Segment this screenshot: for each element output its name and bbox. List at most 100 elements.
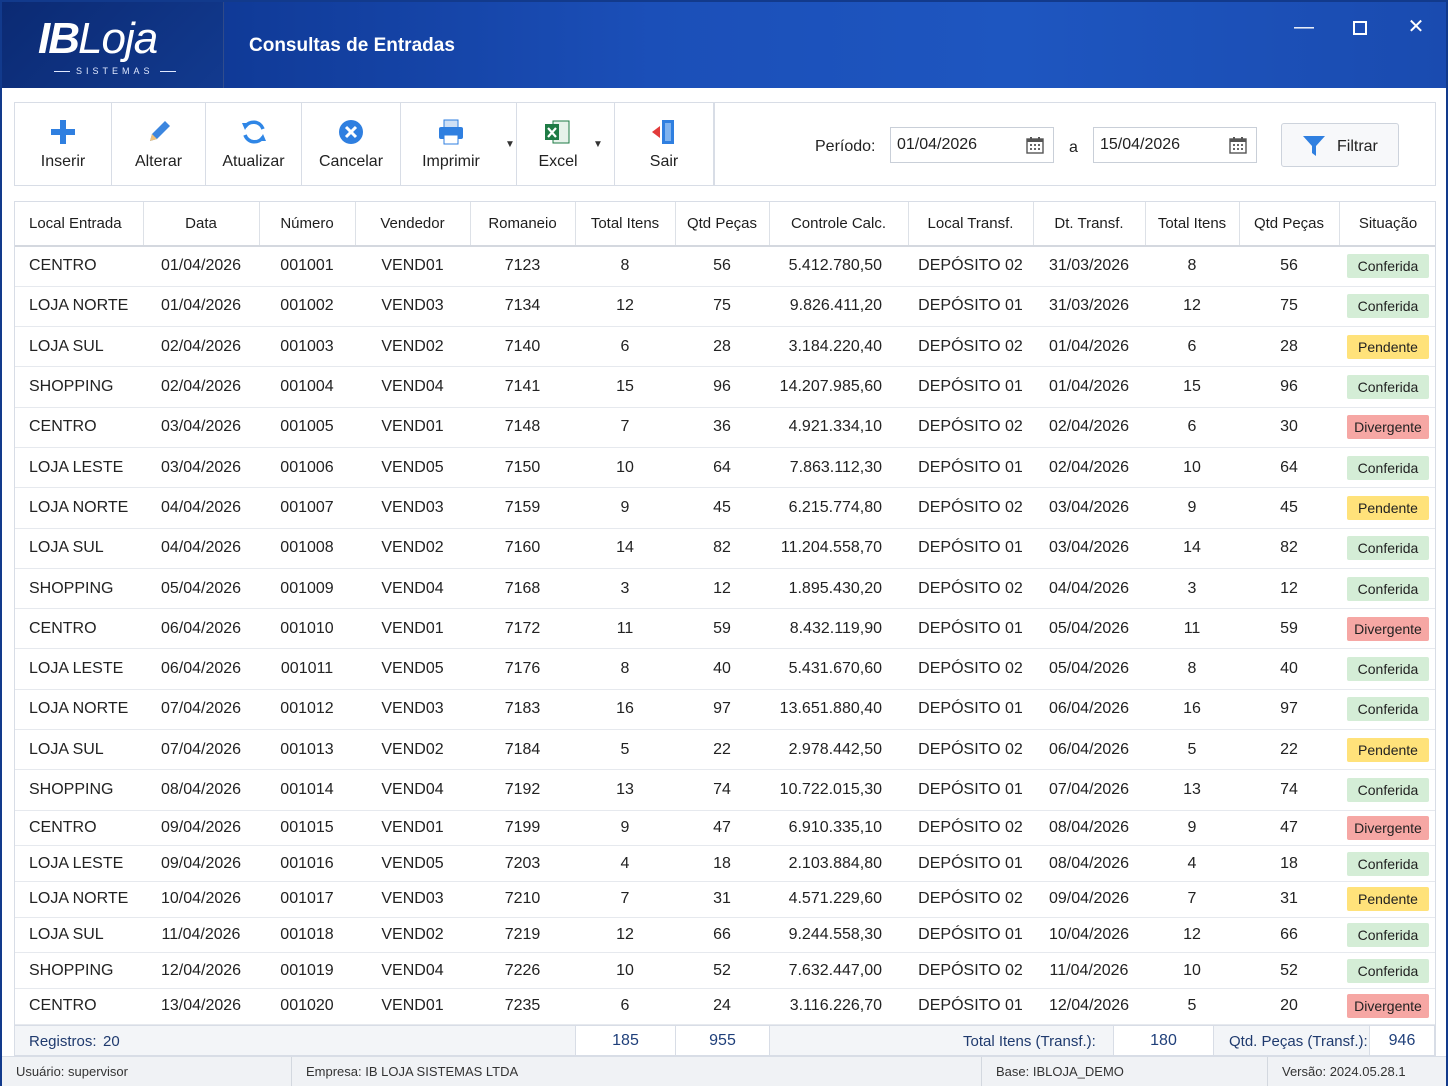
table-cell: 97 xyxy=(1239,689,1339,731)
table-row[interactable]: SHOPPING 02/04/2026 001004 VEND04 7141 15 96 14… xyxy=(15,366,1435,408)
table-cell: 001012 xyxy=(259,689,355,731)
close-window-button[interactable]: ✕ xyxy=(1394,12,1438,42)
atualizar-label: Atualizar xyxy=(222,153,285,170)
table-cell: 2.103.884,80 xyxy=(769,845,908,883)
transf-itens-sum: 180 xyxy=(1113,1026,1214,1055)
table-cell: DEPÓSITO 01 xyxy=(908,689,1033,731)
status-badge: Conferida xyxy=(1347,536,1429,561)
chevron-down-icon[interactable]: ▼ xyxy=(505,139,515,150)
calendar-icon[interactable] xyxy=(1228,135,1248,155)
table-cell: 1.895.430,20 xyxy=(769,568,908,610)
table-cell: VEND01 xyxy=(355,407,470,448)
table-row[interactable]: LOJA LESTE 06/04/2026 001011 VEND05 7176 8 40 5… xyxy=(15,648,1435,690)
table-cell: 12/04/2026 xyxy=(1033,988,1145,1025)
table-row[interactable]: SHOPPING 08/04/2026 001014 VEND04 7192 13 74 10… xyxy=(15,769,1435,811)
table-cell: 10 xyxy=(1145,952,1239,990)
excel-button[interactable]: ▼ Excel xyxy=(517,103,615,185)
column-header[interactable]: Romaneio xyxy=(470,202,576,247)
table-cell: CENTRO xyxy=(15,246,143,287)
table-row[interactable]: LOJA LESTE 09/04/2026 001016 VEND05 7203 4 18 2… xyxy=(15,845,1435,883)
column-header[interactable]: Número xyxy=(259,202,356,247)
inserir-button[interactable]: Inserir xyxy=(15,103,112,185)
filtrar-button[interactable]: Filtrar xyxy=(1281,123,1399,167)
table-cell: 7210 xyxy=(470,881,575,918)
table-cell: 75 xyxy=(1239,286,1339,328)
table-row[interactable]: CENTRO 01/04/2026 001001 VEND01 7123 8 56 5.412… xyxy=(15,246,1435,287)
column-header[interactable]: Local Transf. xyxy=(908,202,1034,247)
table-row[interactable]: CENTRO 09/04/2026 001015 VEND01 7199 9 47 6.910… xyxy=(15,810,1435,847)
table-row[interactable]: LOJA LESTE 03/04/2026 001006 VEND05 7150 10 64… xyxy=(15,447,1435,489)
table-row[interactable]: LOJA NORTE 01/04/2026 001002 VEND03 7134 12 75… xyxy=(15,286,1435,328)
table-cell: 12 xyxy=(1145,286,1239,328)
logo-subtitle: SISTEMAS xyxy=(48,66,182,76)
table-cell: 02/04/2026 xyxy=(1033,447,1145,489)
table-row[interactable]: LOJA NORTE 07/04/2026 001012 VEND03 7183 16 97… xyxy=(15,689,1435,731)
table-cell: 82 xyxy=(1239,528,1339,569)
table-cell: LOJA LESTE xyxy=(15,648,143,690)
imprimir-button[interactable]: ▼ Imprimir xyxy=(401,103,517,185)
column-header[interactable]: Data xyxy=(143,202,260,247)
table-row[interactable]: LOJA SUL 11/04/2026 001018 VEND02 7219 12 66 9.… xyxy=(15,917,1435,954)
atualizar-button[interactable]: Atualizar xyxy=(206,103,302,185)
table-cell: 05/04/2026 xyxy=(1033,608,1145,650)
column-header[interactable]: Dt. Transf. xyxy=(1033,202,1146,247)
column-header[interactable]: Controle Calc. xyxy=(769,202,909,247)
table-cell: 52 xyxy=(675,952,769,990)
table-cell: 12 xyxy=(1145,917,1239,954)
table-cell: 8 xyxy=(575,246,675,287)
sair-button[interactable]: Sair xyxy=(615,103,714,185)
status-badge: Conferida xyxy=(1347,455,1429,480)
table-cell: 15 xyxy=(1145,366,1239,408)
table-cell: 03/04/2026 xyxy=(143,407,259,448)
table-cell: 12 xyxy=(575,286,675,328)
table-row[interactable]: LOJA SUL 02/04/2026 001003 VEND02 7140 6 28 3.1… xyxy=(15,326,1435,368)
table-cell: 15 xyxy=(575,366,675,408)
alterar-button[interactable]: Alterar xyxy=(112,103,206,185)
table-row[interactable]: SHOPPING 05/04/2026 001009 VEND04 7168 3 12 1.8… xyxy=(15,568,1435,610)
date-to-field[interactable]: 15/04/2026 xyxy=(1093,127,1257,163)
table-cell: 96 xyxy=(1239,366,1339,408)
chevron-down-icon[interactable]: ▼ xyxy=(593,139,603,150)
table-header-row: Local Entrada Data Número Vendedor Romaneio T… xyxy=(15,202,1435,247)
cancelar-button[interactable]: Cancelar xyxy=(302,103,401,185)
pencil-icon xyxy=(149,121,170,141)
table-cell: 7219 xyxy=(470,917,575,954)
status-badge: Conferida xyxy=(1347,958,1429,983)
column-header[interactable]: Qtd Peças xyxy=(675,202,770,247)
table-row[interactable]: LOJA SUL 07/04/2026 001013 VEND02 7184 5 22 2.9… xyxy=(15,729,1435,771)
maximize-button[interactable] xyxy=(1338,12,1382,42)
column-header[interactable]: Total Itens xyxy=(1145,202,1240,247)
table-row[interactable]: LOJA SUL 04/04/2026 001008 VEND02 7160 14 82 11… xyxy=(15,528,1435,569)
status-badge: Pendente xyxy=(1347,887,1429,912)
table-cell: 7176 xyxy=(470,648,575,690)
table-row[interactable]: LOJA NORTE 10/04/2026 001017 VEND03 7210 7 31 4… xyxy=(15,881,1435,918)
column-header[interactable]: Situação xyxy=(1339,202,1435,247)
table-row[interactable]: SHOPPING 12/04/2026 001019 VEND04 7226 10 52 7.… xyxy=(15,952,1435,990)
table-row[interactable]: CENTRO 03/04/2026 001005 VEND01 7148 7 36 4.921… xyxy=(15,407,1435,448)
column-header[interactable]: Qtd Peças xyxy=(1239,202,1340,247)
table-row[interactable]: CENTRO 13/04/2026 001020 VEND01 7235 6 24 3.116… xyxy=(15,988,1435,1025)
table-cell: 001008 xyxy=(259,528,355,569)
table-cell: LOJA SUL xyxy=(15,917,143,954)
column-header[interactable]: Local Entrada xyxy=(15,202,144,247)
table-cell: 31/03/2026 xyxy=(1033,246,1145,287)
toolbar: Inserir Alterar Atualizar Cancelar ▼ Imp… xyxy=(14,102,714,186)
table-cell: 47 xyxy=(675,810,769,847)
table-cell: 18 xyxy=(675,845,769,883)
table-cell: LOJA LESTE xyxy=(15,845,143,883)
table-cell: VEND01 xyxy=(355,246,470,287)
table-cell: 4 xyxy=(575,845,675,883)
column-header[interactable]: Vendedor xyxy=(355,202,471,247)
registros-value: 20 xyxy=(103,1033,120,1050)
column-header[interactable]: Total Itens xyxy=(575,202,676,247)
table-cell: VEND04 xyxy=(355,366,470,408)
table-cell: 13/04/2026 xyxy=(143,988,259,1025)
table-row[interactable]: CENTRO 06/04/2026 001010 VEND01 7172 11 59 8.43… xyxy=(15,608,1435,650)
date-from-field[interactable]: 01/04/2026 xyxy=(890,127,1054,163)
calendar-icon[interactable] xyxy=(1025,135,1045,155)
excel-icon xyxy=(545,120,570,144)
minimize-button[interactable]: — xyxy=(1282,12,1326,42)
table-cell: 74 xyxy=(1239,769,1339,811)
table-row[interactable]: LOJA NORTE 04/04/2026 001007 VEND03 7159 9 45 6… xyxy=(15,487,1435,529)
table-cell: 06/04/2026 xyxy=(143,608,259,650)
